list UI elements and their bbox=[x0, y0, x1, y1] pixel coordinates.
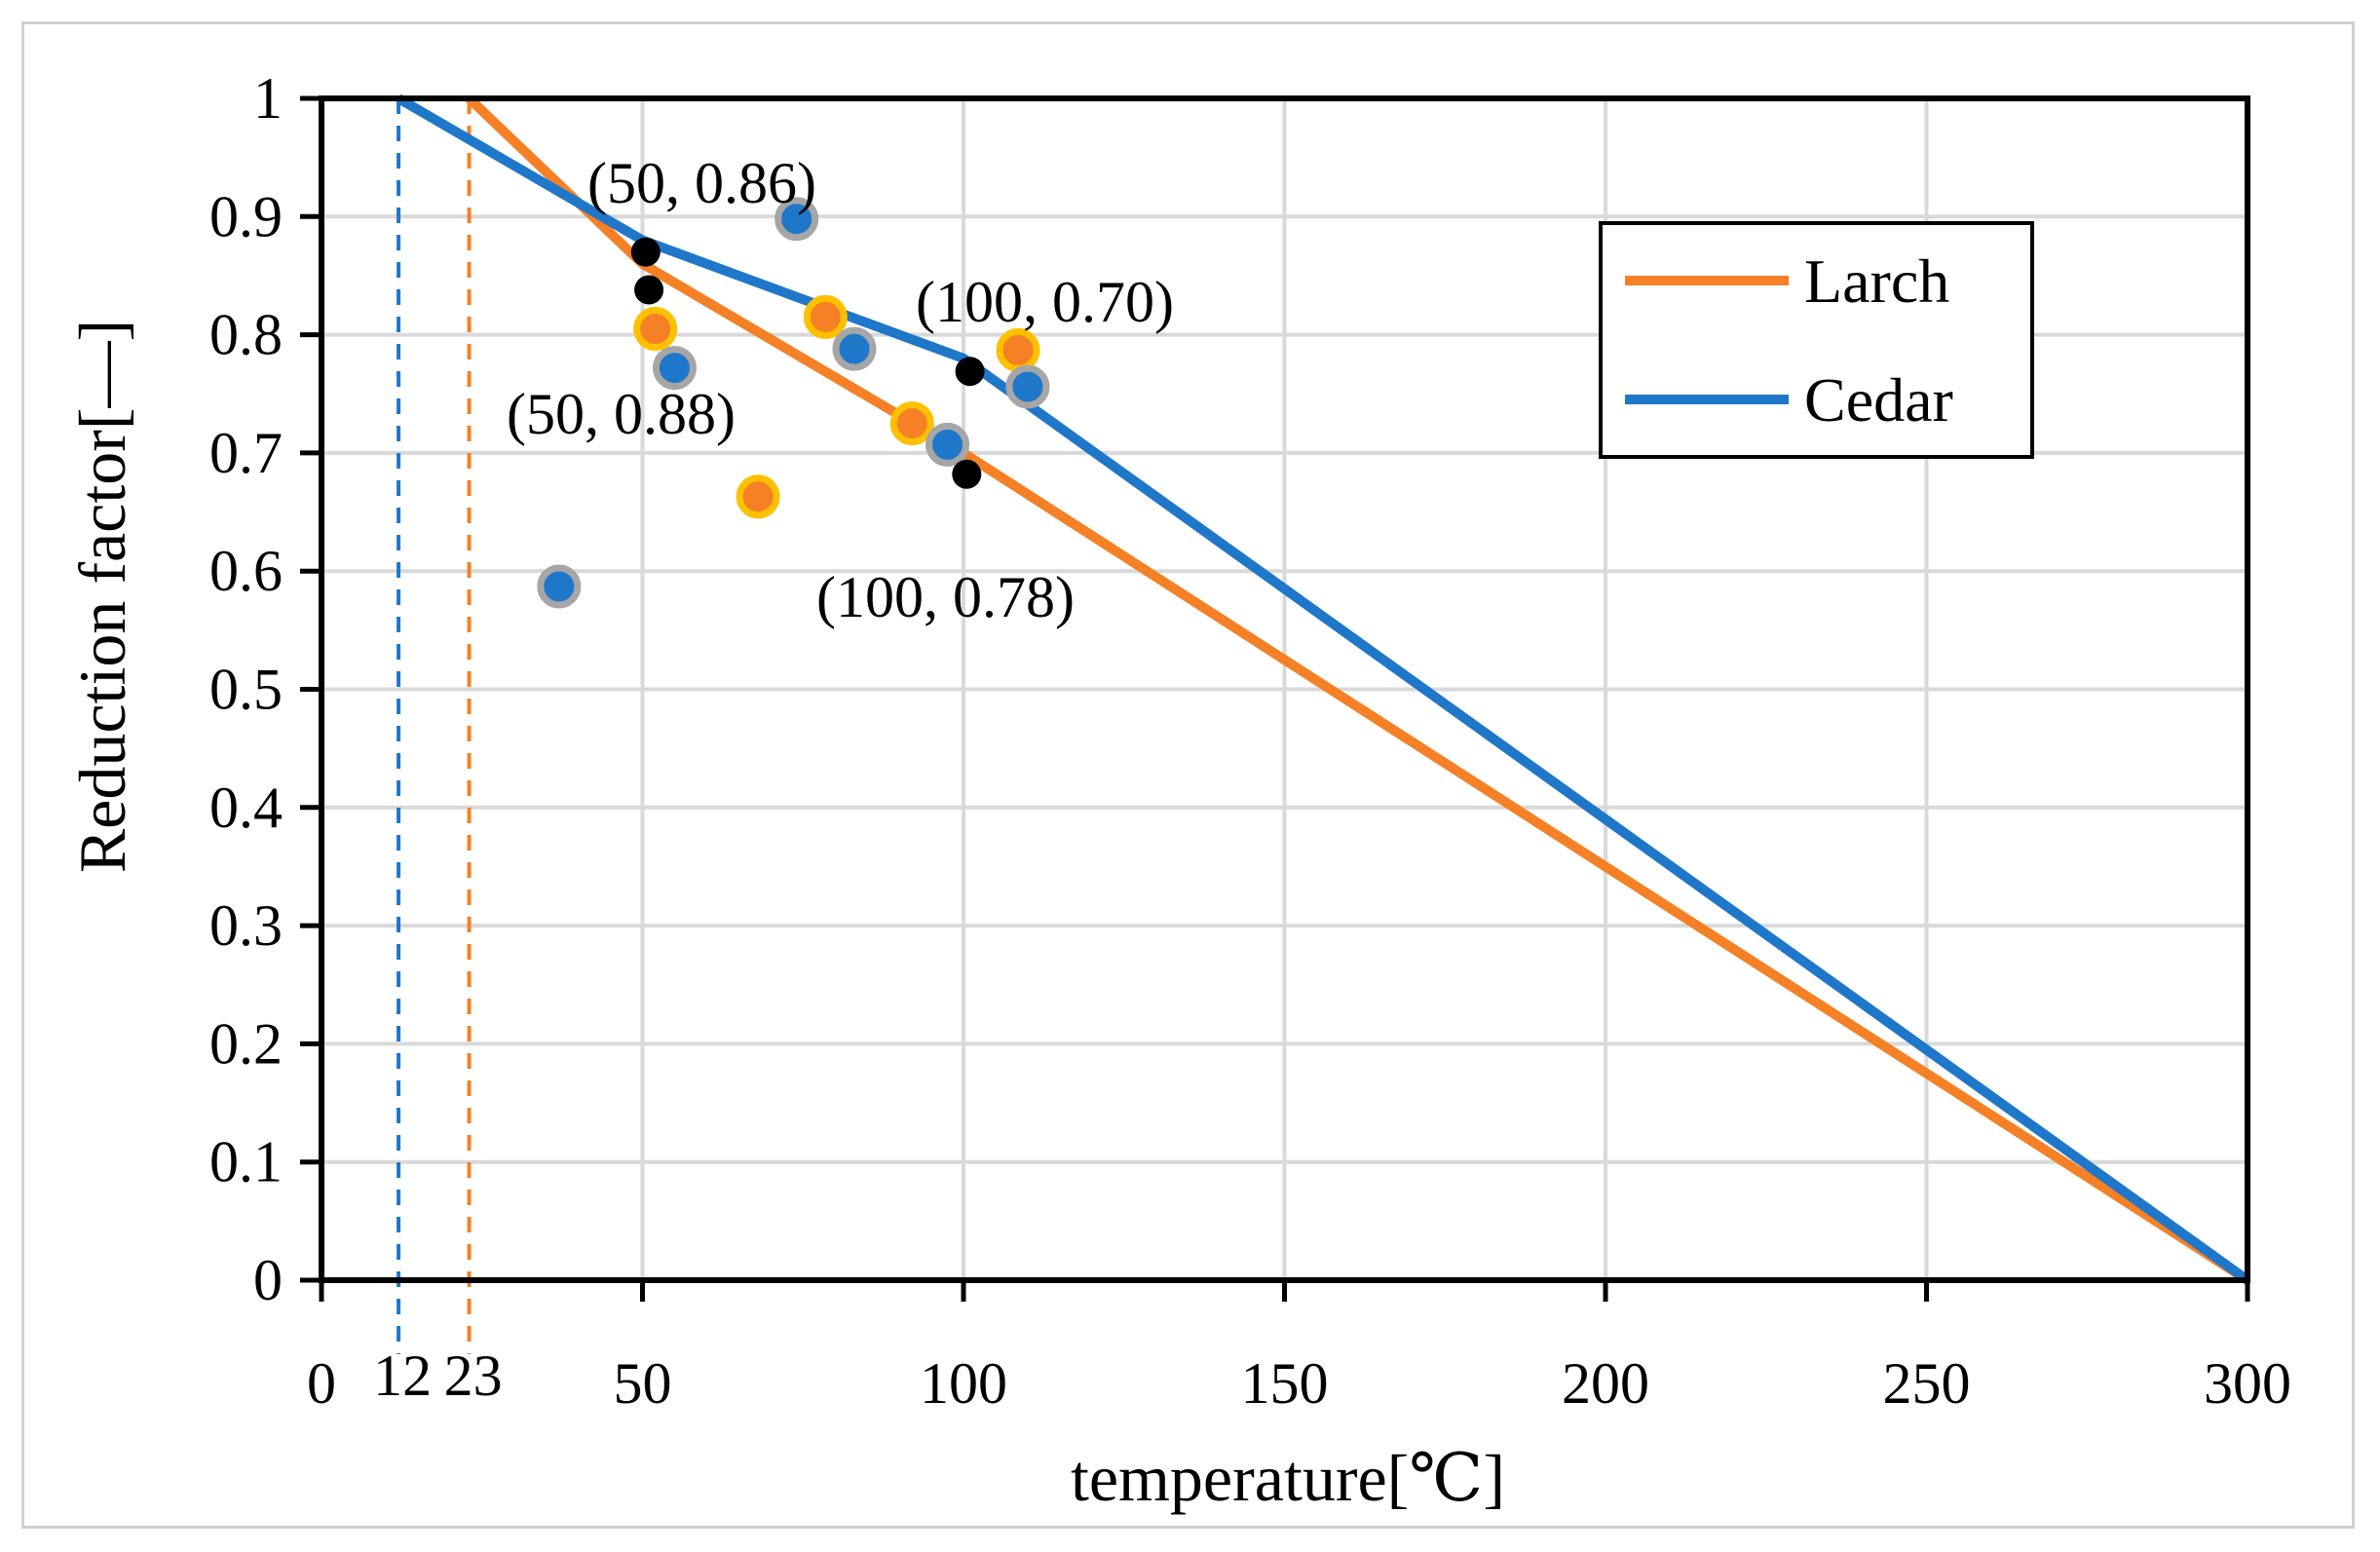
larch-point-4 bbox=[889, 401, 934, 446]
x-tick-label-250: 250 bbox=[1883, 1351, 1971, 1416]
x-extra-tick-label-23: 23 bbox=[444, 1344, 503, 1408]
black-point-4 bbox=[952, 459, 982, 489]
annotation-larch-100: (100, 0.70) bbox=[916, 270, 1174, 334]
y-tick-label-0.5: 0.5 bbox=[209, 658, 283, 722]
black-point-3 bbox=[955, 357, 985, 387]
y-tick-label-0.6: 0.6 bbox=[209, 539, 283, 603]
y-tick-label-0.9: 0.9 bbox=[209, 184, 283, 248]
x-tick-label-0: 0 bbox=[307, 1351, 336, 1416]
y-tick-label-0.3: 0.3 bbox=[209, 893, 283, 958]
legend-label-larch: Larch bbox=[1804, 246, 1949, 316]
y-axis-title: Reduction factor[—] bbox=[65, 320, 139, 873]
larch-point-1 bbox=[633, 307, 678, 352]
series-line-larch bbox=[466, 95, 2250, 1285]
cedar-point-2 bbox=[652, 346, 697, 391]
y-tick-label-0.8: 0.8 bbox=[209, 303, 283, 367]
y-tick-label-0: 0 bbox=[253, 1248, 283, 1312]
x-tick-label-300: 300 bbox=[2204, 1351, 2291, 1416]
annotation-larch-50: (50, 0.86) bbox=[587, 151, 816, 215]
cedar-point-6 bbox=[1005, 364, 1050, 409]
series-lines bbox=[396, 94, 2250, 1285]
y-tick-label-0.1: 0.1 bbox=[209, 1130, 283, 1194]
y-tick-label-1: 1 bbox=[253, 66, 283, 131]
y-tick-label-0.2: 0.2 bbox=[209, 1011, 283, 1076]
y-tick-label-0.4: 0.4 bbox=[209, 776, 283, 840]
legend-label-cedar: Cedar bbox=[1804, 365, 1953, 435]
cedar-point-1 bbox=[537, 564, 582, 609]
x-tick-label-50: 50 bbox=[614, 1351, 672, 1416]
larch-point-3 bbox=[803, 294, 848, 339]
black-point-1 bbox=[630, 237, 661, 267]
x-tick-label-150: 150 bbox=[1241, 1351, 1329, 1416]
larch-point-5 bbox=[996, 327, 1040, 372]
larch-point-2 bbox=[736, 474, 780, 519]
tick-labels: 0 0.1 0.2 0.3 0.4 0.5 0.6 0.7 0.8 0.9 1 0 50 100 150 20… bbox=[209, 66, 2291, 1416]
x-tick-label-100: 100 bbox=[920, 1351, 1007, 1416]
y-tick-label-0.7: 0.7 bbox=[209, 421, 283, 485]
legend: Larch Cedar bbox=[1599, 221, 2034, 459]
scatter-points bbox=[537, 197, 1050, 609]
legend-box bbox=[1599, 221, 2034, 459]
x-tick-label-200: 200 bbox=[1562, 1351, 1649, 1416]
annotation-cedar-100: (100, 0.78) bbox=[816, 565, 1075, 629]
cedar-point-4 bbox=[832, 326, 877, 371]
cedar-point-5 bbox=[926, 422, 970, 467]
cedar-point-3 bbox=[774, 197, 819, 242]
x-extra-tick-label-12: 12 bbox=[373, 1344, 432, 1408]
x-axis-title: temperature[℃] bbox=[1071, 1441, 1505, 1515]
annotation-cedar-50: (50, 0.88) bbox=[507, 382, 736, 446]
black-point-2 bbox=[634, 275, 664, 305]
series-line-cedar bbox=[396, 94, 2250, 1285]
